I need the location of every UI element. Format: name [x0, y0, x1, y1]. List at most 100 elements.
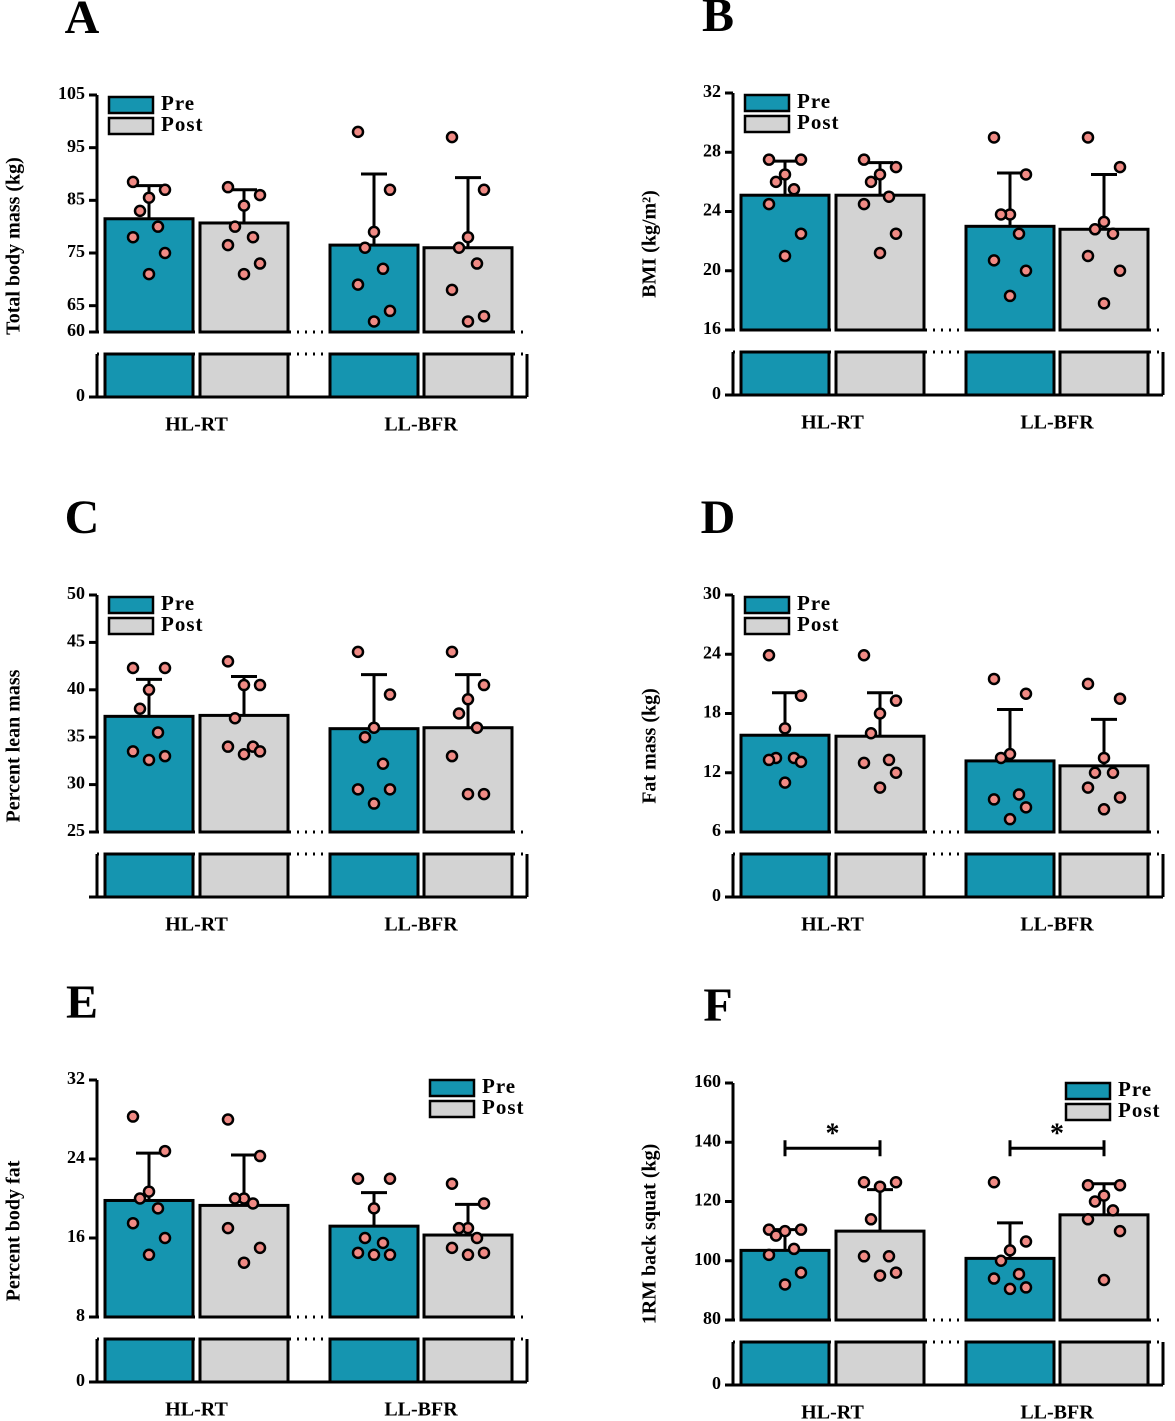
data-point [778, 249, 792, 263]
data-point [1081, 249, 1095, 263]
panel-label: E [66, 976, 98, 1029]
data-point [221, 180, 235, 194]
legend-swatch [1064, 1102, 1112, 1122]
y-tick-label: 60 [67, 320, 85, 340]
data-point [787, 183, 801, 196]
data-point [358, 730, 372, 744]
data-point [1113, 264, 1127, 277]
data-point [133, 702, 147, 716]
bar [1058, 227, 1150, 332]
data-point [794, 1266, 808, 1279]
data-point [864, 1213, 878, 1226]
y-tick-label: 24 [703, 200, 721, 220]
data-point [994, 208, 1008, 221]
data-point [383, 783, 397, 796]
data-point [221, 1113, 235, 1126]
data-point [221, 1221, 235, 1235]
data-point [987, 793, 1001, 806]
data-point [237, 199, 251, 212]
bar-stub [198, 1337, 290, 1384]
data-point [126, 175, 140, 189]
y-tick-label: 20 [703, 259, 721, 279]
data-point [1003, 289, 1017, 303]
data-point [253, 257, 267, 270]
panel-label: B [702, 0, 734, 42]
data-point [873, 1269, 887, 1282]
data-point [126, 1216, 140, 1230]
data-point [461, 315, 475, 328]
y-tick-label: 0 [712, 1373, 721, 1393]
y-axis-label: Percent lean mass [3, 669, 25, 822]
x-tick-label: LL-BFR [1020, 914, 1094, 936]
data-point [889, 694, 903, 707]
data-point [1003, 812, 1017, 826]
data-point [367, 797, 381, 810]
y-tick-label: 18 [703, 702, 721, 722]
data-point [253, 745, 267, 758]
y-tick-label: 8 [76, 1305, 85, 1325]
data-point [228, 711, 242, 725]
y-tick-label: 16 [703, 318, 721, 338]
y-tick-label: 160 [694, 1071, 721, 1091]
data-point [864, 727, 878, 740]
legend-swatch [743, 93, 791, 113]
data-point [126, 745, 140, 758]
legend-swatch [107, 116, 155, 136]
legend-swatch [1064, 1081, 1112, 1101]
data-point [126, 661, 140, 675]
legend-swatch [107, 595, 155, 615]
data-point [1106, 766, 1120, 779]
x-tick-label: HL-RT [801, 914, 864, 936]
y-tick-label: 30 [703, 583, 721, 603]
data-point [787, 1242, 801, 1256]
data-point [228, 1192, 242, 1205]
data-point [351, 1172, 365, 1185]
data-point [151, 1202, 165, 1215]
data-point [1019, 1281, 1033, 1294]
data-point [794, 755, 808, 769]
data-point [221, 238, 235, 252]
y-tick-label: 12 [703, 761, 721, 781]
data-point [142, 1248, 156, 1262]
legend-swatch [743, 595, 791, 615]
bar [328, 1224, 420, 1319]
data-point [142, 267, 156, 281]
bar-stub [422, 1337, 514, 1384]
x-tick-label: LL-BFR [1020, 1402, 1094, 1421]
data-point [778, 168, 792, 181]
bar [834, 193, 926, 332]
data-point [477, 678, 491, 692]
y-tick-label: 0 [712, 885, 721, 905]
data-point [1081, 677, 1095, 691]
data-point [158, 661, 172, 675]
bar [422, 726, 514, 834]
y-axis-label: Percent body fat [3, 1160, 25, 1301]
legend-label: Post [161, 112, 204, 136]
data-point [1081, 1213, 1095, 1226]
legend-label: Post [161, 612, 204, 636]
data-point [228, 220, 242, 233]
data-point [987, 1175, 1001, 1189]
data-point [445, 645, 459, 659]
data-point [133, 204, 147, 218]
data-point [142, 191, 156, 204]
bar [739, 193, 831, 332]
bar-stub [739, 1340, 831, 1387]
data-point [158, 1144, 172, 1158]
y-tick-label: 30 [67, 773, 85, 793]
y-tick-label: 65 [67, 294, 85, 314]
data-point [158, 183, 172, 197]
data-point [1081, 1178, 1095, 1192]
data-point [383, 183, 397, 197]
data-point [445, 130, 459, 144]
data-point [994, 751, 1008, 765]
data-point [445, 1177, 459, 1190]
data-point [794, 689, 808, 702]
panel-label: D [701, 491, 736, 544]
data-point [857, 756, 871, 770]
data-point [762, 1248, 776, 1262]
data-point [358, 1231, 372, 1245]
data-point [1019, 687, 1033, 700]
data-point [253, 1241, 267, 1255]
data-point [762, 753, 776, 767]
